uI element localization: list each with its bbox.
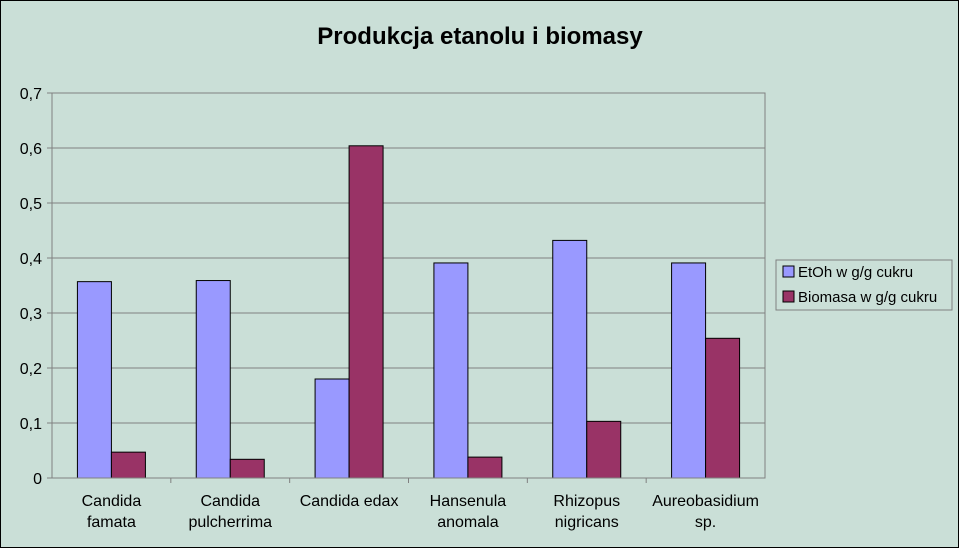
legend: EtOh w g/g cukru Biomasa w g/g cukru bbox=[775, 259, 953, 311]
bar-series-1 bbox=[671, 262, 707, 479]
bar-series-2 bbox=[467, 456, 503, 479]
y-tick-label: 0,3 bbox=[20, 306, 42, 323]
y-axis-ticks: 0 0,1 0,2 0,3 0,4 0,5 0,6 0,7 bbox=[20, 86, 52, 488]
y-tick-label: 0,1 bbox=[20, 416, 42, 433]
y-tick-label: 0,7 bbox=[20, 86, 42, 103]
bars bbox=[76, 145, 741, 479]
x-axis-labels: Candida famata Candida pulcherrima Candida e… bbox=[82, 478, 759, 531]
bar-series-1 bbox=[433, 262, 469, 479]
bar-series-1 bbox=[195, 280, 231, 479]
bar-series-1 bbox=[314, 378, 350, 479]
legend-label: EtOh w g/g cukru bbox=[798, 264, 913, 281]
gridlines bbox=[52, 147, 765, 424]
x-tick-label: Candida bbox=[200, 493, 260, 510]
legend-swatch bbox=[782, 265, 795, 278]
x-tick-label: Hansenula bbox=[430, 493, 507, 510]
y-tick-label: 0 bbox=[33, 471, 42, 488]
legend-label: Biomasa w g/g cukru bbox=[798, 289, 937, 306]
bar-series-1 bbox=[552, 239, 588, 479]
chart-title: Produkcja etanolu i biomasy bbox=[317, 23, 643, 50]
x-tick-label: Candida bbox=[82, 493, 142, 510]
bar-series-2 bbox=[110, 451, 146, 479]
y-tick-label: 0,4 bbox=[20, 251, 42, 268]
y-tick-label: 0,2 bbox=[20, 361, 42, 378]
x-tick-label: sp. bbox=[695, 514, 716, 531]
bar-series-2 bbox=[705, 337, 741, 479]
bar-series-1 bbox=[76, 281, 112, 479]
x-tick-label: Aureobasidium bbox=[652, 493, 759, 510]
x-tick-label: anomala bbox=[437, 514, 498, 531]
x-tick-label: Candida edax bbox=[300, 493, 399, 510]
legend-swatch bbox=[782, 290, 795, 303]
legend-box bbox=[775, 259, 953, 311]
y-tick-label: 0,5 bbox=[20, 196, 42, 213]
x-tick-label: famata bbox=[87, 514, 136, 531]
x-tick-label: pulcherrima bbox=[188, 514, 272, 531]
x-tick-label: Rhizopus bbox=[553, 493, 620, 510]
bar-series-2 bbox=[229, 458, 265, 479]
x-tick-label: nigricans bbox=[555, 514, 619, 531]
y-tick-label: 0,6 bbox=[20, 141, 42, 158]
bar-series-2 bbox=[348, 145, 384, 479]
bar-series-2 bbox=[586, 420, 622, 479]
